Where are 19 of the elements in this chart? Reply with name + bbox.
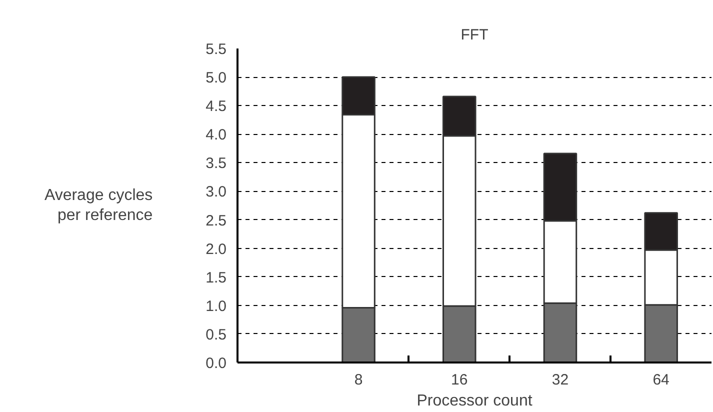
y-tick-label: 1.5 xyxy=(206,269,227,286)
y-tick-label: 2.5 xyxy=(206,212,227,230)
x-tick-label: 32 xyxy=(552,372,569,388)
y-tick-label: 0.5 xyxy=(206,326,227,344)
y-tick-label: 0.0 xyxy=(206,355,227,372)
y-tick-label: 4.5 xyxy=(206,98,227,116)
x-axis-title: Processor count xyxy=(416,392,533,410)
x-tick-label: 16 xyxy=(451,372,468,388)
y-tick-label: 2.0 xyxy=(206,240,227,258)
y-axis-title: Average cycles per reference xyxy=(44,186,153,224)
y-tick-label: 3.0 xyxy=(206,184,227,201)
y-tick-label: 4.0 xyxy=(206,126,227,144)
y-tick-label: 5.0 xyxy=(206,70,227,87)
x-tick-label: 64 xyxy=(652,372,670,388)
chart-title: FFT xyxy=(460,26,488,44)
y-tick-label: 5.5 xyxy=(206,41,227,58)
y-tick-label: 3.5 xyxy=(206,155,227,172)
y-tick-label: 1.0 xyxy=(206,298,227,315)
x-tick-label: 8 xyxy=(354,372,363,388)
